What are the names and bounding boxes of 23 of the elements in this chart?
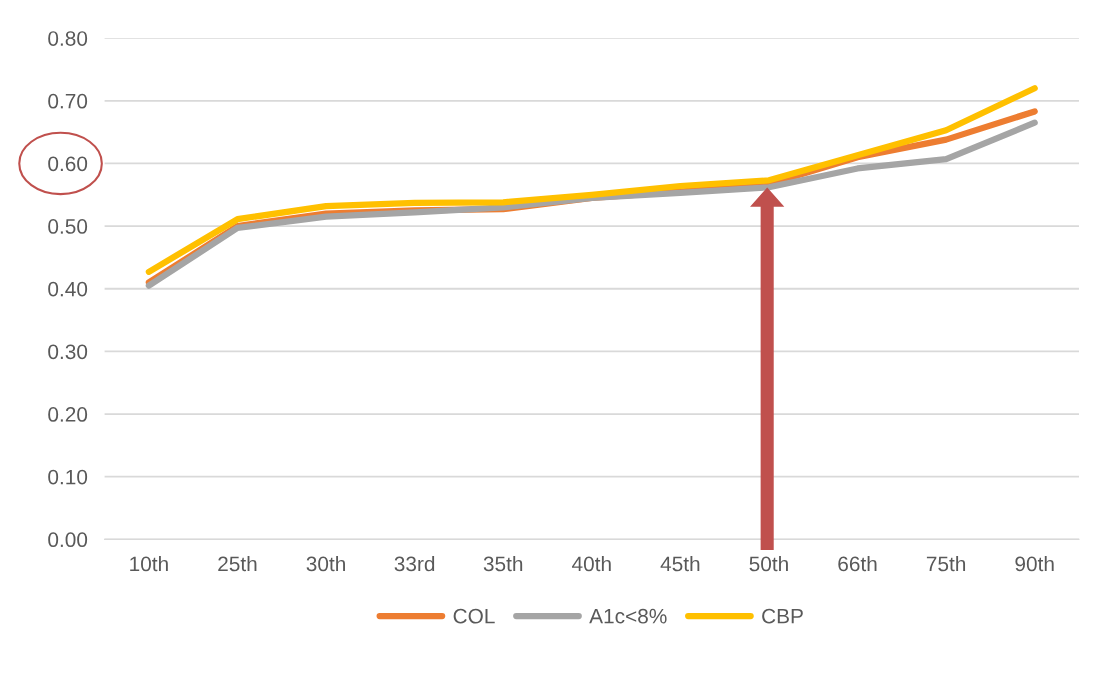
x-tick-label: 90th	[1015, 556, 1054, 572]
x-tick-label: 40th	[571, 556, 611, 572]
x-tick-label: 45th	[660, 556, 700, 572]
x-tick-label: 35th	[483, 556, 523, 572]
y-tick-label: 0.30	[48, 344, 88, 360]
legend-label: CBP	[762, 608, 803, 624]
y-tick-label: 0.80	[48, 31, 88, 46]
x-tick-label: 10th	[130, 556, 168, 572]
y-tick-label: 0.20	[48, 407, 88, 422]
y-tick-label: 0.60	[48, 156, 88, 172]
legend-label: A1c<8%	[589, 608, 667, 624]
x-tick-label: 75th	[926, 556, 966, 572]
y-tick-label: 0.40	[48, 281, 88, 297]
y-tick-label: 0.70	[48, 93, 88, 109]
legend-label: COL	[453, 608, 495, 624]
x-tick-label: 66th	[838, 556, 877, 572]
y-tick-label: 0.50	[48, 219, 88, 234]
y-tick-label: 0.10	[48, 469, 88, 485]
x-tick-label: 30th	[306, 556, 345, 572]
x-tick-label: 25th	[218, 556, 257, 572]
y-tick-label: 0.00	[48, 532, 88, 548]
x-tick-label: 50th	[749, 556, 788, 572]
x-tick-label: 33rd	[394, 556, 435, 572]
